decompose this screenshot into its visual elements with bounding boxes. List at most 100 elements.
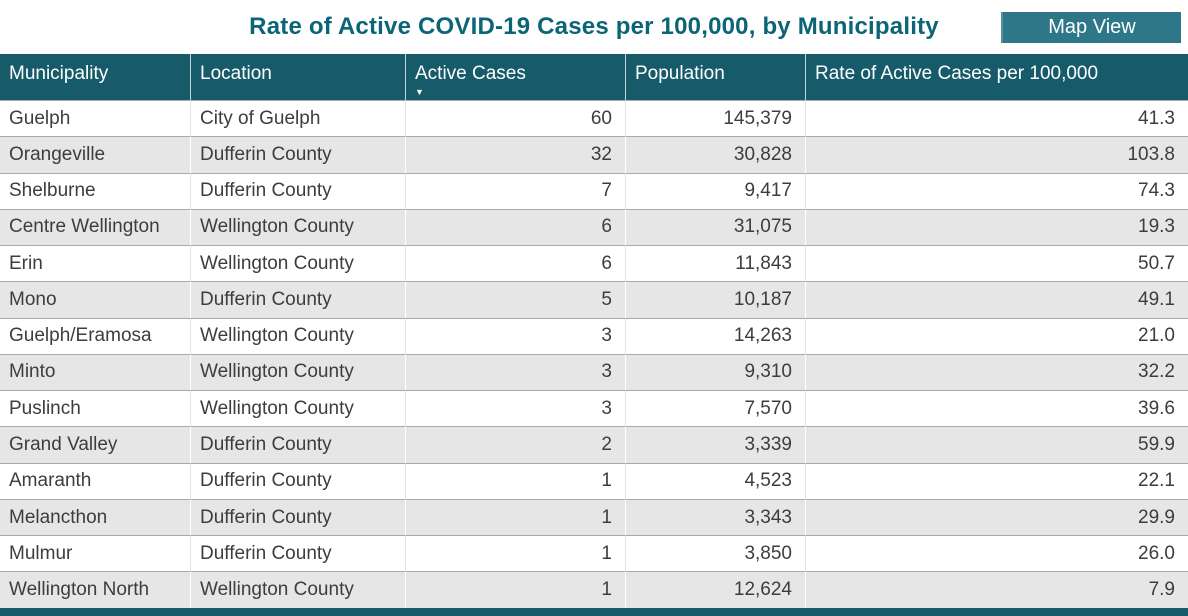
column-header-municipality[interactable]: Municipality bbox=[0, 54, 190, 100]
column-header-label: Location bbox=[200, 63, 272, 84]
cell-active-cases: 3 bbox=[405, 390, 625, 427]
sort-descending-icon: ▼ bbox=[415, 87, 424, 97]
cell-active-cases: 6 bbox=[405, 245, 625, 282]
cell-location: Dufferin County bbox=[190, 426, 405, 463]
cases-table: Municipality Location Active Cases ▼ Pop… bbox=[0, 54, 1188, 608]
cell-municipality: Grand Valley bbox=[0, 426, 190, 463]
cell-active-cases: 6 bbox=[405, 208, 625, 246]
cell-population: 9,310 bbox=[625, 353, 805, 391]
table-row: Mulmur Dufferin County 1 3,850 26.0 bbox=[0, 535, 1188, 572]
cell-active-cases: 7 bbox=[405, 172, 625, 209]
cell-municipality: Orangeville bbox=[0, 136, 190, 173]
cell-active-cases: 3 bbox=[405, 353, 625, 391]
cell-rate: 29.9 bbox=[805, 498, 1188, 536]
cell-municipality: Guelph/Eramosa bbox=[0, 317, 190, 354]
table-row: Erin Wellington County 6 11,843 50.7 bbox=[0, 245, 1188, 282]
cell-active-cases: 1 bbox=[405, 498, 625, 536]
cell-municipality: Erin bbox=[0, 245, 190, 282]
cell-active-cases: 5 bbox=[405, 281, 625, 318]
table-row: Mono Dufferin County 5 10,187 49.1 bbox=[0, 281, 1188, 318]
table-row: Wellington North Wellington County 1 12,… bbox=[0, 571, 1188, 608]
cell-municipality: Puslinch bbox=[0, 390, 190, 427]
column-header-label: Municipality bbox=[9, 63, 109, 84]
column-header-label: Active Cases bbox=[415, 63, 526, 84]
cell-location: Dufferin County bbox=[190, 535, 405, 572]
cell-rate: 32.2 bbox=[805, 353, 1188, 391]
cell-rate: 49.1 bbox=[805, 281, 1188, 318]
cell-rate: 59.9 bbox=[805, 426, 1188, 463]
cell-population: 31,075 bbox=[625, 208, 805, 246]
page-title: Rate of Active COVID-19 Cases per 100,00… bbox=[249, 13, 939, 40]
cell-municipality: Mulmur bbox=[0, 535, 190, 572]
cell-population: 3,343 bbox=[625, 498, 805, 536]
table-row: Guelph/Eramosa Wellington County 3 14,26… bbox=[0, 317, 1188, 354]
table-row: Centre Wellington Wellington County 6 31… bbox=[0, 208, 1188, 246]
cell-active-cases: 3 bbox=[405, 317, 625, 354]
cell-population: 12,624 bbox=[625, 571, 805, 608]
table-row: Grand Valley Dufferin County 2 3,339 59.… bbox=[0, 426, 1188, 463]
table-row: Puslinch Wellington County 3 7,570 39.6 bbox=[0, 390, 1188, 427]
cell-active-cases: 60 bbox=[405, 100, 625, 137]
cell-population: 3,850 bbox=[625, 535, 805, 572]
cell-municipality: Guelph bbox=[0, 100, 190, 137]
cell-municipality: Mono bbox=[0, 281, 190, 318]
cell-location: Dufferin County bbox=[190, 136, 405, 173]
cell-active-cases: 32 bbox=[405, 136, 625, 173]
cell-municipality: Centre Wellington bbox=[0, 208, 190, 246]
cell-municipality: Minto bbox=[0, 353, 190, 391]
table-header: Municipality Location Active Cases ▼ Pop… bbox=[0, 54, 1188, 100]
title-bar: Rate of Active COVID-19 Cases per 100,00… bbox=[0, 0, 1188, 54]
table-body: Guelph City of Guelph 60 145,379 41.3 Or… bbox=[0, 100, 1188, 608]
cell-rate: 41.3 bbox=[805, 100, 1188, 137]
cell-location: Wellington County bbox=[190, 390, 405, 427]
cell-rate: 50.7 bbox=[805, 245, 1188, 282]
table-row: Melancthon Dufferin County 1 3,343 29.9 bbox=[0, 498, 1188, 536]
cell-active-cases: 1 bbox=[405, 462, 625, 499]
column-header-active-cases[interactable]: Active Cases ▼ bbox=[405, 54, 625, 100]
cell-rate: 21.0 bbox=[805, 317, 1188, 354]
column-header-rate[interactable]: Rate of Active Cases per 100,000 bbox=[805, 54, 1188, 100]
cell-location: Wellington County bbox=[190, 571, 405, 608]
cell-rate: 7.9 bbox=[805, 571, 1188, 608]
cell-population: 14,263 bbox=[625, 317, 805, 354]
cell-location: Dufferin County bbox=[190, 462, 405, 499]
column-header-label: Rate of Active Cases per 100,000 bbox=[815, 63, 1099, 84]
map-view-button[interactable]: Map View bbox=[1001, 12, 1181, 43]
cell-municipality: Amaranth bbox=[0, 462, 190, 499]
cell-rate: 26.0 bbox=[805, 535, 1188, 572]
cell-rate: 103.8 bbox=[805, 136, 1188, 173]
cell-location: Wellington County bbox=[190, 208, 405, 246]
section-edge-bar bbox=[0, 608, 1188, 616]
cell-location: Wellington County bbox=[190, 353, 405, 391]
cell-location: Wellington County bbox=[190, 245, 405, 282]
column-header-population[interactable]: Population bbox=[625, 54, 805, 100]
cell-active-cases: 1 bbox=[405, 535, 625, 572]
table-row: Shelburne Dufferin County 7 9,417 74.3 bbox=[0, 172, 1188, 209]
cell-population: 4,523 bbox=[625, 462, 805, 499]
cell-population: 10,187 bbox=[625, 281, 805, 318]
cell-municipality: Melancthon bbox=[0, 498, 190, 536]
header-row: Municipality Location Active Cases ▼ Pop… bbox=[0, 54, 1188, 100]
column-header-location[interactable]: Location bbox=[190, 54, 405, 100]
cell-municipality: Wellington North bbox=[0, 571, 190, 608]
cell-population: 145,379 bbox=[625, 100, 805, 137]
cell-location: Dufferin County bbox=[190, 172, 405, 209]
column-header-label: Population bbox=[635, 63, 725, 84]
table-row: Orangeville Dufferin County 32 30,828 10… bbox=[0, 136, 1188, 173]
table-row: Amaranth Dufferin County 1 4,523 22.1 bbox=[0, 462, 1188, 499]
cell-rate: 22.1 bbox=[805, 462, 1188, 499]
cell-population: 7,570 bbox=[625, 390, 805, 427]
cell-active-cases: 1 bbox=[405, 571, 625, 608]
cell-population: 3,339 bbox=[625, 426, 805, 463]
cell-rate: 39.6 bbox=[805, 390, 1188, 427]
table-row: Guelph City of Guelph 60 145,379 41.3 bbox=[0, 100, 1188, 137]
cell-location: Dufferin County bbox=[190, 498, 405, 536]
cell-municipality: Shelburne bbox=[0, 172, 190, 209]
cell-population: 30,828 bbox=[625, 136, 805, 173]
table-row: Minto Wellington County 3 9,310 32.2 bbox=[0, 353, 1188, 391]
cell-location: Dufferin County bbox=[190, 281, 405, 318]
cell-location: City of Guelph bbox=[190, 100, 405, 137]
cell-active-cases: 2 bbox=[405, 426, 625, 463]
cell-location: Wellington County bbox=[190, 317, 405, 354]
